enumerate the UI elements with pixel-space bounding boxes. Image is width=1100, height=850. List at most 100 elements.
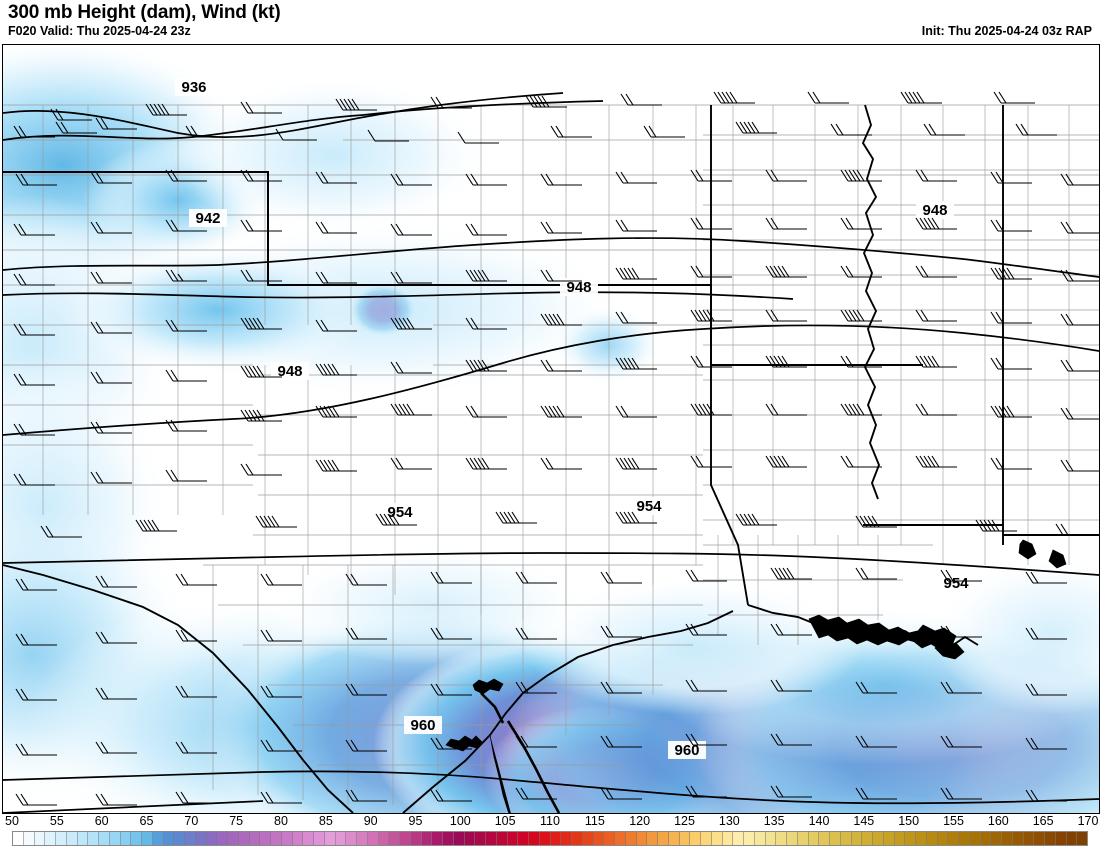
colorbar-cell [152, 832, 164, 845]
colorbar-cell [453, 832, 465, 845]
colorbar-cell [443, 832, 454, 845]
colorbar-tick-label: 75 [229, 814, 244, 828]
colorbar-cell [195, 832, 207, 845]
colorbar-cell [754, 832, 766, 845]
colorbar-cell [862, 832, 873, 845]
county-boundaries [3, 104, 1099, 805]
colorbar-tick-label: 60 [94, 814, 109, 828]
colorbar-cell [937, 832, 949, 845]
colorbar-tick-label: 125 [674, 814, 695, 828]
colorbar-cell [142, 832, 153, 845]
colorbar-cell [45, 832, 56, 845]
colorbar-tick-label: 100 [449, 814, 471, 828]
colorbar-cell [539, 832, 551, 845]
colorbar-tick-label: 90 [363, 814, 378, 828]
page-header: 300 mb Height (dam), Wind (kt) F020 Vali… [0, 0, 1100, 44]
colorbar-cell [572, 832, 583, 845]
colorbar-cell [66, 832, 78, 845]
colorbar-cell [722, 832, 734, 845]
colorbar-cell [561, 832, 572, 845]
wind-speed-colorbar[interactable]: 50 55 60 65 70 75 80 85 90 95 100 105 110 115 120 125 13… [2, 814, 1098, 848]
colorbar-cell [464, 832, 476, 845]
colorbar-cell [421, 832, 433, 845]
colorbar-tick-label: 140 [808, 814, 830, 828]
colorbar-cell [765, 832, 777, 845]
height-contours [3, 92, 1099, 813]
colorbar-cell [926, 832, 938, 845]
colorbar-cell [23, 832, 35, 845]
colorbar-cell [840, 832, 852, 845]
colorbar-cell [228, 832, 239, 845]
colorbar-cell [13, 832, 24, 845]
colorbar-tick-label: 145 [853, 814, 875, 828]
colorbar-tick-label: 155 [943, 814, 964, 828]
colorbar-cell [174, 832, 185, 845]
init-time-label: Init: Thu 2025-04-24 03z RAP [921, 24, 1092, 38]
colorbar-cell [271, 832, 282, 845]
colorbar-cell [1045, 832, 1056, 845]
colorbar-cell [647, 832, 658, 845]
colorbar-cell [260, 832, 271, 845]
colorbar-tick-label: 170 [1077, 814, 1099, 828]
colorbar-cell [324, 832, 336, 845]
colorbar-cell [131, 832, 142, 845]
colorbar-cell [808, 832, 820, 845]
svg-text:954: 954 [943, 575, 969, 592]
valid-time-label: F020 Valid: Thu 2025-04-24 23z [8, 24, 191, 38]
colorbar-cell [249, 832, 261, 845]
svg-text:948: 948 [922, 202, 947, 219]
colorbar-cell [1055, 832, 1067, 845]
wind-speed-shading [3, 45, 1099, 813]
colorbar-tick-label: 95 [408, 814, 423, 828]
svg-text:948: 948 [566, 279, 591, 296]
colorbar-cell [969, 832, 981, 845]
colorbar-cell [1002, 832, 1013, 845]
colorbar-cell [991, 832, 1002, 845]
colorbar-cell [389, 832, 400, 845]
colorbar-tick-labels: 50 55 60 65 70 75 80 85 90 95 100 105 110 115 120 125 13… [2, 814, 1098, 830]
colorbar-cell [400, 832, 411, 845]
colorbar-cell [658, 832, 669, 845]
colorbar-cell [1066, 832, 1078, 845]
colorbar-cell [529, 832, 540, 845]
colorbar-cell [625, 832, 637, 845]
colorbar-tick-label: 130 [718, 814, 740, 828]
colorbar-cell [109, 832, 121, 845]
colorbar-cell [894, 832, 906, 845]
svg-text:942: 942 [195, 210, 220, 227]
colorbar-cell [281, 832, 293, 845]
colorbar-cell [733, 832, 744, 845]
coastline-detail [445, 539, 1067, 813]
colorbar-cell [496, 832, 508, 845]
colorbar-tick-label: 150 [898, 814, 920, 828]
colorbar-cell [787, 832, 798, 845]
map-frame[interactable]: 936 942 948 948 948 954 954 954 960 960 [2, 44, 1100, 814]
colorbar-tick-label: 50 [5, 814, 19, 828]
colorbar-cell [851, 832, 863, 845]
colorbar-cell [120, 832, 132, 845]
colorbar-cell [959, 832, 970, 845]
colorbar-cell [593, 832, 605, 845]
colorbar-cell [292, 832, 304, 845]
colorbar-cell [56, 832, 67, 845]
colorbar-cell [367, 832, 379, 845]
svg-text:948: 948 [277, 363, 302, 380]
colorbar-cell [34, 832, 46, 845]
colorbar-gradient[interactable] [12, 831, 1088, 846]
colorbar-tick-label: 105 [494, 814, 516, 828]
colorbar-cell [486, 832, 497, 845]
colorbar-cell [615, 832, 626, 845]
colorbar-cell [679, 832, 691, 845]
colorbar-cell [604, 832, 615, 845]
colorbar-tick-label: 120 [629, 814, 651, 828]
colorbar-cell [980, 832, 992, 845]
colorbar-cell [1023, 832, 1035, 845]
colorbar-tick-label: 135 [763, 814, 785, 828]
map-canvas[interactable]: 936 942 948 948 948 954 954 954 960 960 [3, 45, 1099, 813]
colorbar-cell [99, 832, 110, 845]
colorbar-cell [1034, 832, 1045, 845]
colorbar-cell [744, 832, 755, 845]
colorbar-cell [217, 832, 228, 845]
colorbar-cell [518, 832, 529, 845]
